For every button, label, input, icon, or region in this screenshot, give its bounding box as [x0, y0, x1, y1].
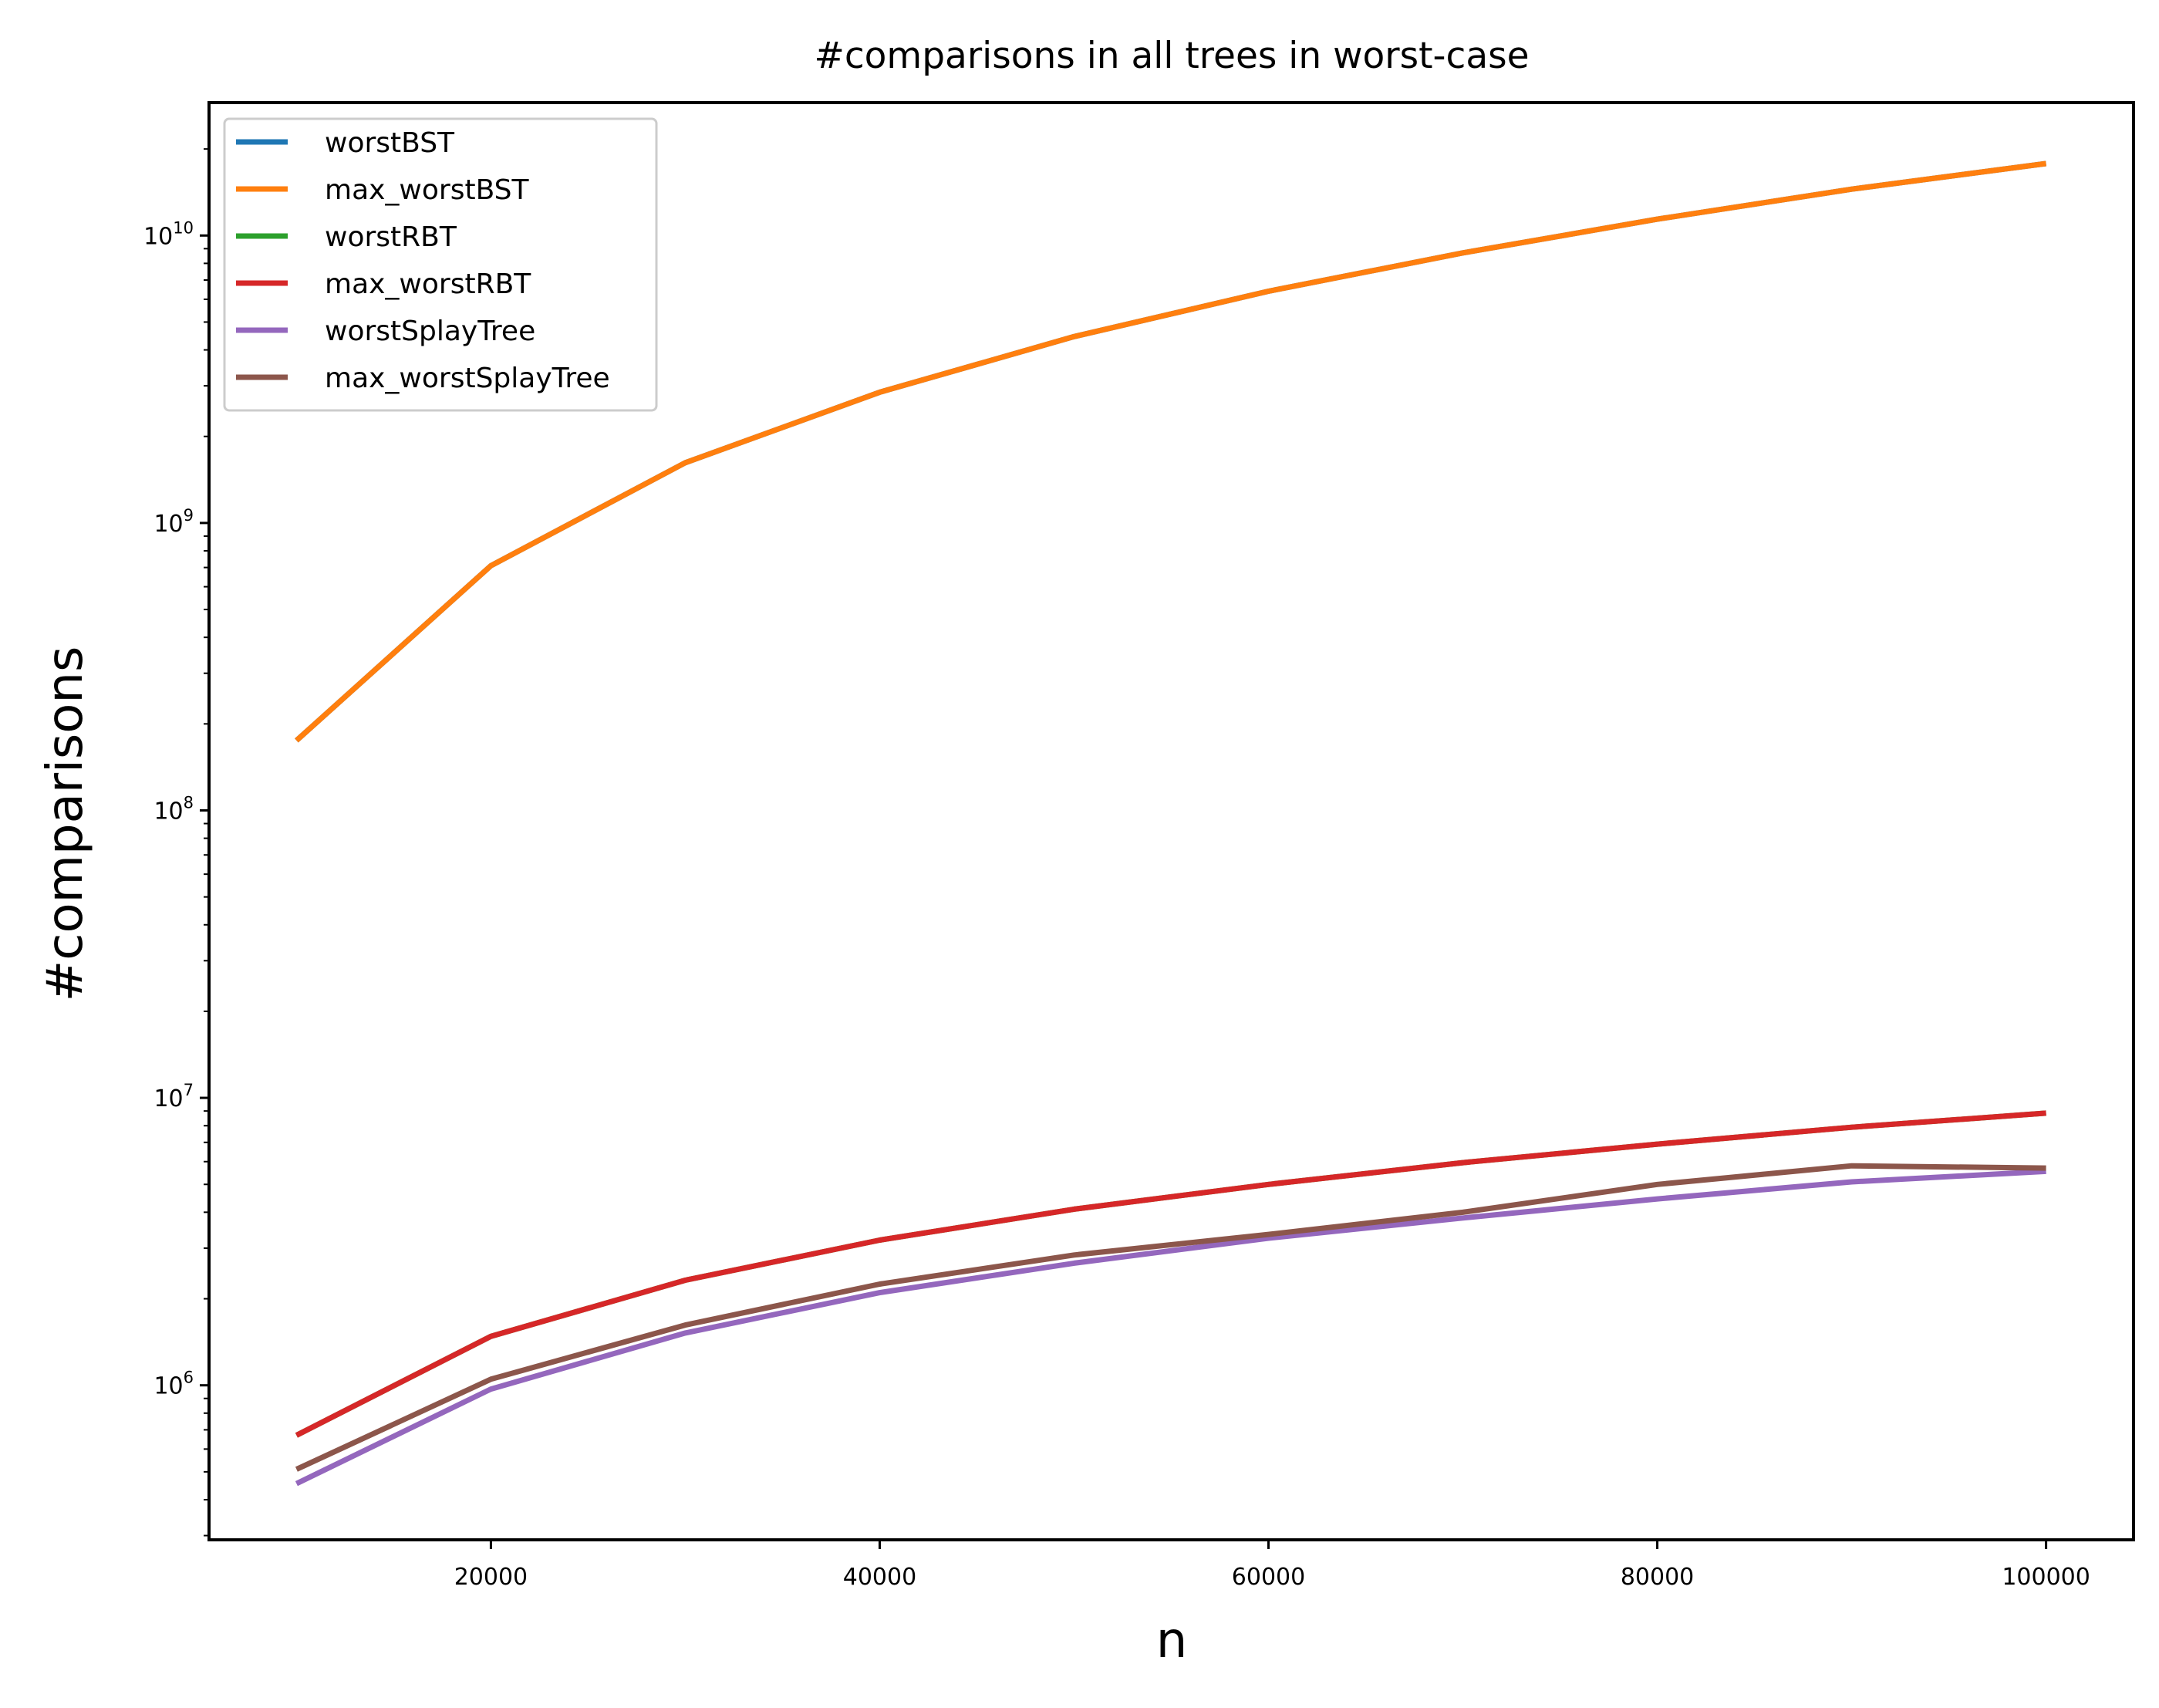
- series-line-max_worstSplayTree: [295, 1163, 2046, 1472]
- y-tick-base: 10: [153, 798, 183, 825]
- legend-frame: [223, 117, 658, 412]
- x-tick-label: 40000: [843, 1564, 916, 1591]
- y-tick-exponent: 10: [173, 218, 194, 237]
- series-line-max_worstBST: [295, 160, 2047, 743]
- y-axis-label: #comparisons: [37, 646, 94, 1002]
- y-tick-label: 109: [153, 506, 194, 538]
- y-tick-label: 106: [153, 1369, 194, 1400]
- x-tick-label: 60000: [1232, 1564, 1305, 1591]
- x-axis-label: n: [1156, 1612, 1188, 1669]
- y-tick-base: 10: [143, 223, 173, 250]
- legend-label: worstBST: [325, 127, 455, 159]
- y-tick-base: 10: [153, 1373, 183, 1400]
- x-tick-label: 80000: [1621, 1564, 1694, 1591]
- series-line-worstSplayTree: [295, 1168, 2046, 1487]
- chart-title: #comparisons in all trees in worst-case: [814, 35, 1529, 77]
- y-tick-base: 10: [153, 1085, 183, 1112]
- y-tick-exponent: 9: [184, 506, 194, 525]
- x-tick-label: 20000: [454, 1564, 528, 1591]
- legend-label: max_worstSplayTree: [325, 363, 610, 394]
- y-tick-label: 1010: [143, 218, 194, 250]
- x-tick-label: 100000: [2002, 1564, 2090, 1591]
- y-tick-base: 10: [153, 511, 183, 538]
- y-tick-exponent: 7: [184, 1081, 194, 1099]
- legend-label: max_worstBST: [325, 174, 529, 206]
- y-tick-label: 107: [153, 1081, 194, 1112]
- y-tick-label: 108: [153, 793, 194, 825]
- plot-frame: [207, 101, 2135, 1541]
- legend-label: worstRBT: [325, 221, 457, 253]
- y-tick-exponent: 8: [184, 793, 194, 812]
- legend-label: max_worstRBT: [325, 268, 531, 300]
- plot-area: 20000 40000 60000 80000 10000010610710810910…: [143, 101, 2135, 1591]
- legend-label: worstSplayTree: [325, 316, 535, 347]
- legend: worstBST max_worstBST worstRBT max_worstRBT…: [223, 117, 658, 412]
- y-tick-exponent: 6: [184, 1369, 194, 1387]
- series-line-max_worstRBT: [295, 1110, 2046, 1438]
